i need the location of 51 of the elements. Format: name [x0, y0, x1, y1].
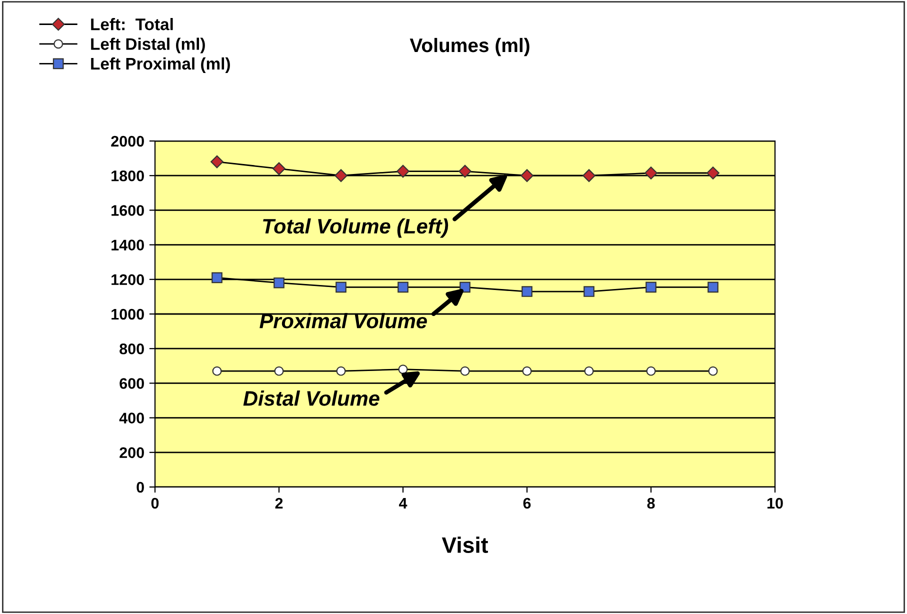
y-tick-label: 1000 — [112, 308, 144, 320]
y-tick-label: 800 — [120, 343, 144, 354]
y-tick-label: 0 — [136, 482, 144, 493]
point — [274, 277, 284, 288]
point — [460, 366, 470, 376]
y-tick-label: 400 — [119, 412, 144, 424]
point — [708, 282, 718, 293]
y-tick-label: 600 — [120, 378, 144, 389]
x-axis-title: Visit — [442, 536, 488, 553]
y-tick-label: 1800 — [112, 170, 144, 182]
point — [584, 366, 594, 376]
point — [396, 164, 410, 178]
point — [584, 286, 594, 297]
x-tick-label: 10 — [767, 498, 783, 509]
x-tick-label: 0 — [151, 498, 159, 509]
point — [212, 272, 222, 284]
point — [646, 366, 656, 376]
chart-title: Volumes (ml) — [410, 38, 530, 56]
point — [644, 166, 658, 180]
point — [210, 155, 224, 168]
point — [582, 169, 596, 182]
x-tick-label: 8 — [647, 498, 655, 509]
annotation: Distal Volume — [243, 390, 380, 406]
annotation: Proximal Volume — [260, 313, 427, 328]
annotation: Total Volume (Left) — [263, 218, 448, 238]
point — [274, 366, 284, 376]
y-tick-label: 200 — [120, 447, 144, 458]
point — [336, 366, 346, 376]
x-tick-label: 4 — [398, 498, 408, 508]
point — [520, 169, 534, 182]
point — [398, 282, 408, 293]
y-tick-label: 2000 — [111, 136, 144, 147]
point — [334, 169, 348, 182]
point — [212, 366, 222, 376]
legend-label: Left: Total — [91, 18, 173, 30]
point — [706, 166, 720, 180]
y-tick-label: 1600 — [112, 205, 144, 216]
point — [522, 286, 532, 297]
legend-label: Left Proximal (ml) — [91, 57, 230, 73]
point — [272, 162, 286, 176]
point — [336, 282, 346, 293]
point — [522, 366, 532, 376]
point — [646, 282, 656, 293]
x-tick-label: 6 — [523, 498, 531, 509]
x-tick-label: 2 — [275, 498, 283, 508]
legend-label: Left Distal (ml) — [91, 38, 205, 54]
point — [708, 366, 718, 376]
y-tick-label: 1400 — [112, 240, 144, 250]
y-tick-label: 1200 — [112, 274, 144, 286]
point — [398, 364, 408, 374]
point — [458, 164, 472, 178]
